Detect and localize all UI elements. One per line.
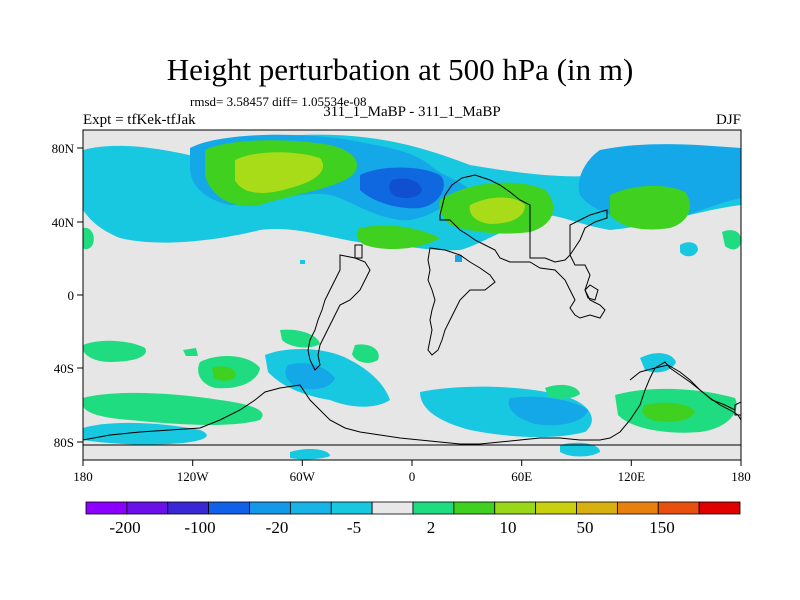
colorbar-label: -200: [109, 518, 140, 537]
x-tick-label: 0: [409, 469, 416, 484]
south-green-wide: [83, 392, 263, 425]
colorbar-label: -20: [266, 518, 289, 537]
x-tick-label: 60W: [290, 469, 316, 484]
colorbar-swatch: [249, 501, 291, 515]
x-tick-label: 120E: [618, 469, 646, 484]
coastline-nz: [734, 401, 741, 416]
colorbar-swatch: [126, 501, 169, 515]
colorbar-swatch: [657, 501, 700, 515]
north-green-east2: [356, 225, 440, 250]
south-lightblue-east: [640, 353, 676, 373]
colorbar-label: 50: [577, 518, 594, 537]
colorbar-swatch: [167, 501, 210, 515]
spot-blue-b: [300, 260, 305, 264]
y-tick-label: 0: [68, 288, 75, 303]
coastline-eurasia: [439, 174, 608, 319]
colorbar-label: 2: [427, 518, 436, 537]
colorbar-swatch: [535, 501, 577, 515]
coastline-islands: [584, 284, 599, 301]
south-lightblue-west2: [83, 422, 207, 445]
west-edge-green: [83, 227, 94, 250]
colorbar-label: -100: [184, 518, 215, 537]
colorbar: [85, 501, 741, 515]
south-green-far-east: [545, 384, 580, 399]
spot-green-c: [183, 348, 198, 356]
tick-marks: [77, 147, 742, 466]
east-spot-blue: [680, 242, 698, 257]
x-tick-label: 180: [731, 469, 751, 484]
south-blue-east2: [560, 442, 600, 457]
colorbar-swatch: [412, 501, 455, 515]
y-tick-label: 80S: [54, 435, 74, 450]
colorbar-swatch: [85, 501, 128, 515]
south-green-center: [352, 344, 379, 363]
east-spot-green: [722, 230, 741, 250]
colorbar-swatch: [330, 501, 373, 515]
south-lime-east: [642, 402, 695, 422]
plot-title: Height perturbation at 500 hPa (in m): [166, 52, 634, 87]
colorbar-label: 150: [649, 518, 675, 537]
north-yellowgreen-mid: [469, 197, 525, 224]
colorbar-label: -5: [347, 518, 361, 537]
colorbar-swatch: [371, 501, 414, 515]
colorbar-swatch: [616, 501, 659, 515]
x-tick-label: 180: [73, 469, 93, 484]
colorbar-swatch: [453, 501, 496, 515]
north-low-core: [389, 178, 422, 198]
south-lightblue-small: [290, 449, 330, 460]
coastline-south-america: [307, 254, 371, 371]
colorbar-swatch: [208, 501, 250, 515]
coastline-africa: [427, 247, 496, 356]
season-label: DJF: [715, 112, 741, 128]
y-tick-label: 80N: [52, 141, 75, 156]
south-green-west: [83, 340, 146, 362]
x-tick-label: 120W: [177, 469, 210, 484]
experiment-label: Expt = tfKek-tfJak: [83, 112, 196, 128]
colorbar-swatch: [289, 501, 332, 515]
y-tick-label: 40S: [54, 361, 74, 376]
coastline-australia: [629, 364, 736, 411]
north-yellowgreen-west: [235, 152, 324, 193]
coastlines: [83, 174, 741, 446]
south-green-mid: [280, 329, 320, 348]
north-green-east: [610, 185, 690, 230]
spot-blue-a: [455, 255, 462, 262]
south-blob-lime: [212, 366, 236, 381]
colorbar-swatch: [494, 501, 537, 515]
south-midblue-center: [508, 396, 588, 426]
x-tick-label: 60E: [511, 469, 532, 484]
south-midblue-west: [285, 363, 335, 390]
colorbar-swatch: [698, 501, 741, 515]
rmsd-stats: rmsd= 3.58457 diff= 1.05534e-08: [190, 94, 367, 109]
y-tick-label: 40N: [52, 215, 75, 230]
colorbar-label: 10: [500, 518, 517, 537]
coastline-na-east: [354, 244, 363, 259]
case-label: 311_1_MaBP - 311_1_MaBP: [323, 104, 501, 120]
colorbar-swatch: [576, 501, 618, 515]
